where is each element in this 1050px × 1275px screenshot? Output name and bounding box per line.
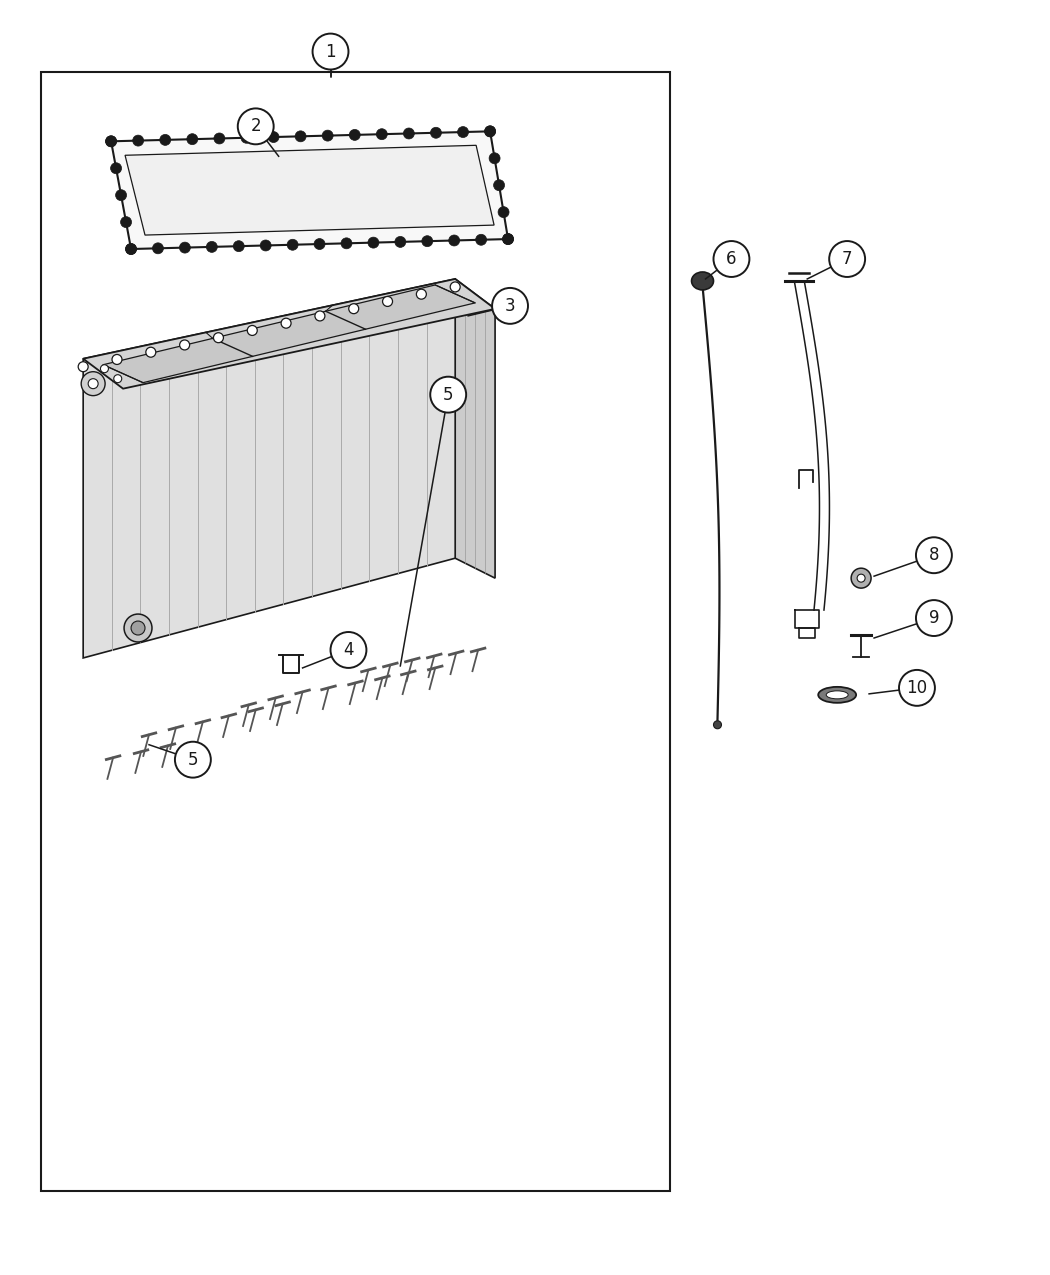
Text: 5: 5 xyxy=(443,385,454,404)
Circle shape xyxy=(485,126,496,136)
Circle shape xyxy=(187,134,197,144)
Circle shape xyxy=(152,242,164,254)
Circle shape xyxy=(175,742,211,778)
Circle shape xyxy=(295,131,307,142)
Circle shape xyxy=(350,130,360,140)
Circle shape xyxy=(494,180,505,191)
Polygon shape xyxy=(83,279,496,389)
Circle shape xyxy=(313,33,349,70)
Text: 8: 8 xyxy=(928,546,939,565)
Ellipse shape xyxy=(692,272,714,289)
Circle shape xyxy=(395,236,405,247)
Text: 1: 1 xyxy=(326,42,336,60)
Circle shape xyxy=(121,217,131,227)
Circle shape xyxy=(126,244,136,255)
Circle shape xyxy=(430,128,441,138)
Circle shape xyxy=(237,108,274,144)
Circle shape xyxy=(417,289,426,300)
Circle shape xyxy=(376,129,387,140)
Circle shape xyxy=(180,340,190,349)
Circle shape xyxy=(476,235,486,245)
Ellipse shape xyxy=(826,691,848,699)
Circle shape xyxy=(714,241,750,277)
Circle shape xyxy=(857,574,865,583)
Circle shape xyxy=(113,375,122,382)
Circle shape xyxy=(116,190,127,200)
Circle shape xyxy=(146,347,155,357)
Circle shape xyxy=(503,233,513,245)
Circle shape xyxy=(131,621,145,635)
Circle shape xyxy=(916,601,952,636)
Circle shape xyxy=(498,207,509,218)
Text: 9: 9 xyxy=(928,609,939,627)
Text: 2: 2 xyxy=(250,117,261,135)
Circle shape xyxy=(260,240,271,251)
Circle shape xyxy=(450,282,460,292)
Text: 10: 10 xyxy=(906,678,927,697)
Polygon shape xyxy=(111,131,508,249)
Circle shape xyxy=(88,379,98,389)
Circle shape xyxy=(382,297,393,306)
Circle shape xyxy=(331,632,366,668)
Circle shape xyxy=(268,131,279,143)
Circle shape xyxy=(322,130,333,142)
Text: 4: 4 xyxy=(343,641,354,659)
Circle shape xyxy=(422,236,433,246)
Circle shape xyxy=(503,233,513,245)
Circle shape xyxy=(213,333,224,343)
Text: 5: 5 xyxy=(188,751,198,769)
Circle shape xyxy=(207,241,217,252)
Circle shape xyxy=(714,720,721,729)
Polygon shape xyxy=(456,279,496,578)
Circle shape xyxy=(916,537,952,574)
Circle shape xyxy=(899,669,934,706)
Circle shape xyxy=(287,240,298,250)
Polygon shape xyxy=(125,145,495,235)
Circle shape xyxy=(160,134,171,145)
Text: 6: 6 xyxy=(727,250,737,268)
Circle shape xyxy=(112,354,122,365)
Circle shape xyxy=(830,241,865,277)
Text: 7: 7 xyxy=(842,250,853,268)
Circle shape xyxy=(106,136,117,147)
Circle shape xyxy=(489,153,500,163)
Circle shape xyxy=(368,237,379,249)
Circle shape xyxy=(403,128,415,139)
Circle shape xyxy=(81,372,105,395)
Circle shape xyxy=(315,311,324,321)
Circle shape xyxy=(430,376,466,413)
Circle shape xyxy=(233,241,245,251)
Circle shape xyxy=(314,238,326,250)
Circle shape xyxy=(78,362,88,372)
Text: 3: 3 xyxy=(505,297,516,315)
Circle shape xyxy=(281,319,291,328)
Circle shape xyxy=(101,365,108,372)
Circle shape xyxy=(492,288,528,324)
Bar xyxy=(41,71,670,1191)
Circle shape xyxy=(110,163,122,173)
Circle shape xyxy=(349,303,359,314)
Circle shape xyxy=(132,135,144,147)
Ellipse shape xyxy=(818,687,856,703)
Circle shape xyxy=(106,136,117,147)
Circle shape xyxy=(485,126,496,136)
Circle shape xyxy=(180,242,190,254)
Circle shape xyxy=(852,569,872,588)
Circle shape xyxy=(126,244,136,255)
Circle shape xyxy=(214,133,225,144)
Circle shape xyxy=(458,126,468,138)
Circle shape xyxy=(240,133,252,143)
Circle shape xyxy=(448,235,460,246)
Polygon shape xyxy=(83,279,456,658)
Circle shape xyxy=(341,238,352,249)
Circle shape xyxy=(248,325,257,335)
Polygon shape xyxy=(103,284,476,382)
Circle shape xyxy=(124,615,152,643)
